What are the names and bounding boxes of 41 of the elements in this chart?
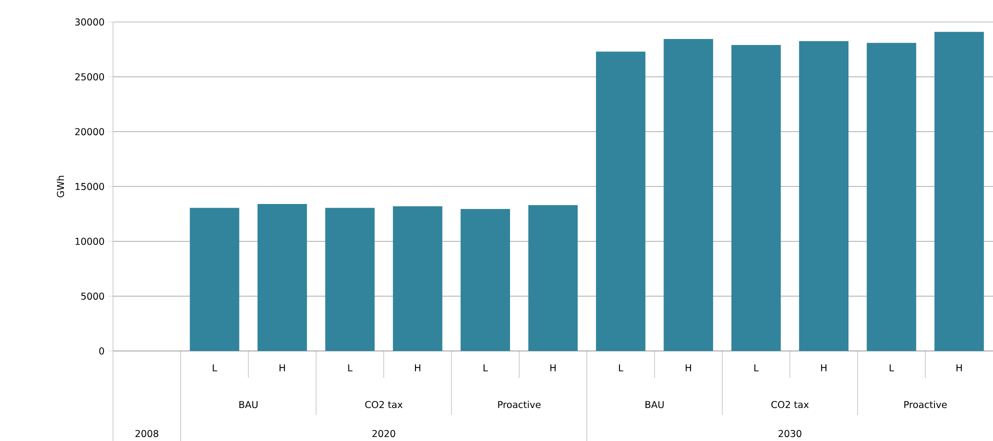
bar: [866, 42, 916, 351]
y-tick-label: 0: [99, 347, 104, 355]
x-tick-label: H: [686, 364, 692, 372]
y-tick-label: 20000: [75, 128, 104, 136]
x-tick-label: L: [890, 364, 894, 372]
y-tick-label: 25000: [75, 73, 104, 80]
x-tick-label: H: [280, 364, 285, 372]
x-tick-label: L: [754, 364, 759, 372]
y-tick-label: 10000: [76, 238, 104, 245]
bar: [934, 32, 984, 351]
x-tick-label: L: [348, 364, 353, 372]
y-tick-label: 5000: [81, 292, 104, 300]
bar: [190, 208, 240, 351]
x-tick-label: H: [414, 364, 420, 372]
text: 2008: [136, 430, 158, 438]
text: CO2 tax: [365, 400, 403, 408]
bar: [799, 41, 848, 351]
text: BAU: [646, 401, 664, 408]
bar: [460, 208, 510, 351]
y-tick-label: 30000: [75, 18, 104, 26]
text: 2030: [778, 430, 802, 438]
bar: [664, 38, 714, 351]
y-tick-label: 15000: [76, 182, 104, 190]
text: 2020: [372, 430, 396, 438]
x-tick-label: L: [212, 364, 218, 372]
bar: [596, 52, 646, 351]
x-tick-label: H: [956, 364, 962, 372]
bar: [731, 45, 781, 351]
bar: [258, 204, 307, 351]
x-tick-label: H: [550, 364, 556, 372]
y-axis-title: GWh: [56, 176, 64, 198]
x-tick-label: H: [821, 364, 826, 372]
text: Proactive: [498, 400, 541, 408]
bar: [392, 206, 442, 351]
text: Proactive: [904, 400, 947, 408]
x-tick-label: L: [618, 364, 624, 372]
bar: [325, 208, 375, 351]
text: CO2 tax: [771, 400, 809, 408]
x-tick-label: L: [484, 364, 488, 372]
text: BAU: [239, 401, 258, 408]
bar: [528, 205, 578, 351]
